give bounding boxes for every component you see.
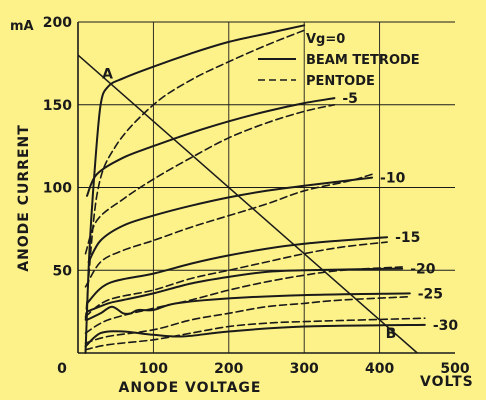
legend: Vg=0 BEAM TETRODE PENTODE <box>258 32 420 89</box>
axes <box>77 22 455 354</box>
beam-tetrode-curve-vg-minus25 <box>86 292 411 321</box>
y-tick-label: 100 <box>43 181 72 197</box>
x-tick-label: 100 <box>139 361 168 377</box>
x-tick-label: 400 <box>365 361 394 377</box>
beam-tetrode-curve-vg-minus15 <box>86 236 389 305</box>
series-label-vg-minus15: -15 <box>395 230 420 246</box>
x-axis-title: ANODE VOLTAGE <box>119 380 262 396</box>
pentode-curve-vg-minus5 <box>84 104 336 255</box>
pentode-curve-vg-minus15 <box>84 241 388 318</box>
x-tick-label: 0 <box>57 361 67 377</box>
text-layer: 0 100 200 300 400 500 50 100 150 200 -5 -10 -15 -20 -2… <box>43 15 470 377</box>
load-line <box>77 54 418 354</box>
series-label-vg-minus25: -25 <box>418 286 443 302</box>
legend-label-beam-tetrode: BEAM TETRODE <box>306 53 420 68</box>
x-tick-label: 500 <box>440 361 469 377</box>
y-tick-label: 50 <box>53 263 73 279</box>
pentode-curve-vg-minus25 <box>84 295 411 344</box>
y-tick-label: 150 <box>43 98 72 114</box>
pentode-curve-vg-minus10 <box>84 173 373 288</box>
pentode-curve-vg-minus30 <box>84 317 426 351</box>
series-label-vg-minus30: -30 <box>433 318 459 334</box>
pentode-curve-vg-0 <box>84 29 305 321</box>
annotation-b: B <box>386 326 397 342</box>
legend-title: Vg=0 <box>306 32 345 47</box>
series-layer <box>77 24 426 354</box>
beam-tetrode-curve-vg-minus10 <box>87 176 374 263</box>
x-tick-label: 300 <box>290 361 319 377</box>
beam-tetrode-curve-vg-minus5 <box>86 97 336 197</box>
series-label-vg-minus10: -10 <box>380 171 406 187</box>
x-tick-label: 200 <box>214 361 243 377</box>
y-unit-label: mA <box>10 19 34 34</box>
series-label-vg-minus20: -20 <box>410 262 436 278</box>
beam-tetrode-curve-vg-0 <box>84 24 306 354</box>
y-axis-title: ANODE CURRENT <box>16 124 32 272</box>
pentode-curve-vg-minus20 <box>84 266 403 334</box>
beam-tetrode-curve-vg-minus30 <box>84 323 426 348</box>
y-tick-label: 200 <box>43 15 72 31</box>
beam-tetrode-curve-vg-minus20 <box>86 267 404 313</box>
x-unit-label: VOLTS <box>420 374 474 390</box>
series-label-vg-minus5: -5 <box>342 91 358 107</box>
legend-label-pentode: PENTODE <box>306 74 375 89</box>
annotation-a: A <box>102 66 113 82</box>
grid <box>78 21 455 353</box>
